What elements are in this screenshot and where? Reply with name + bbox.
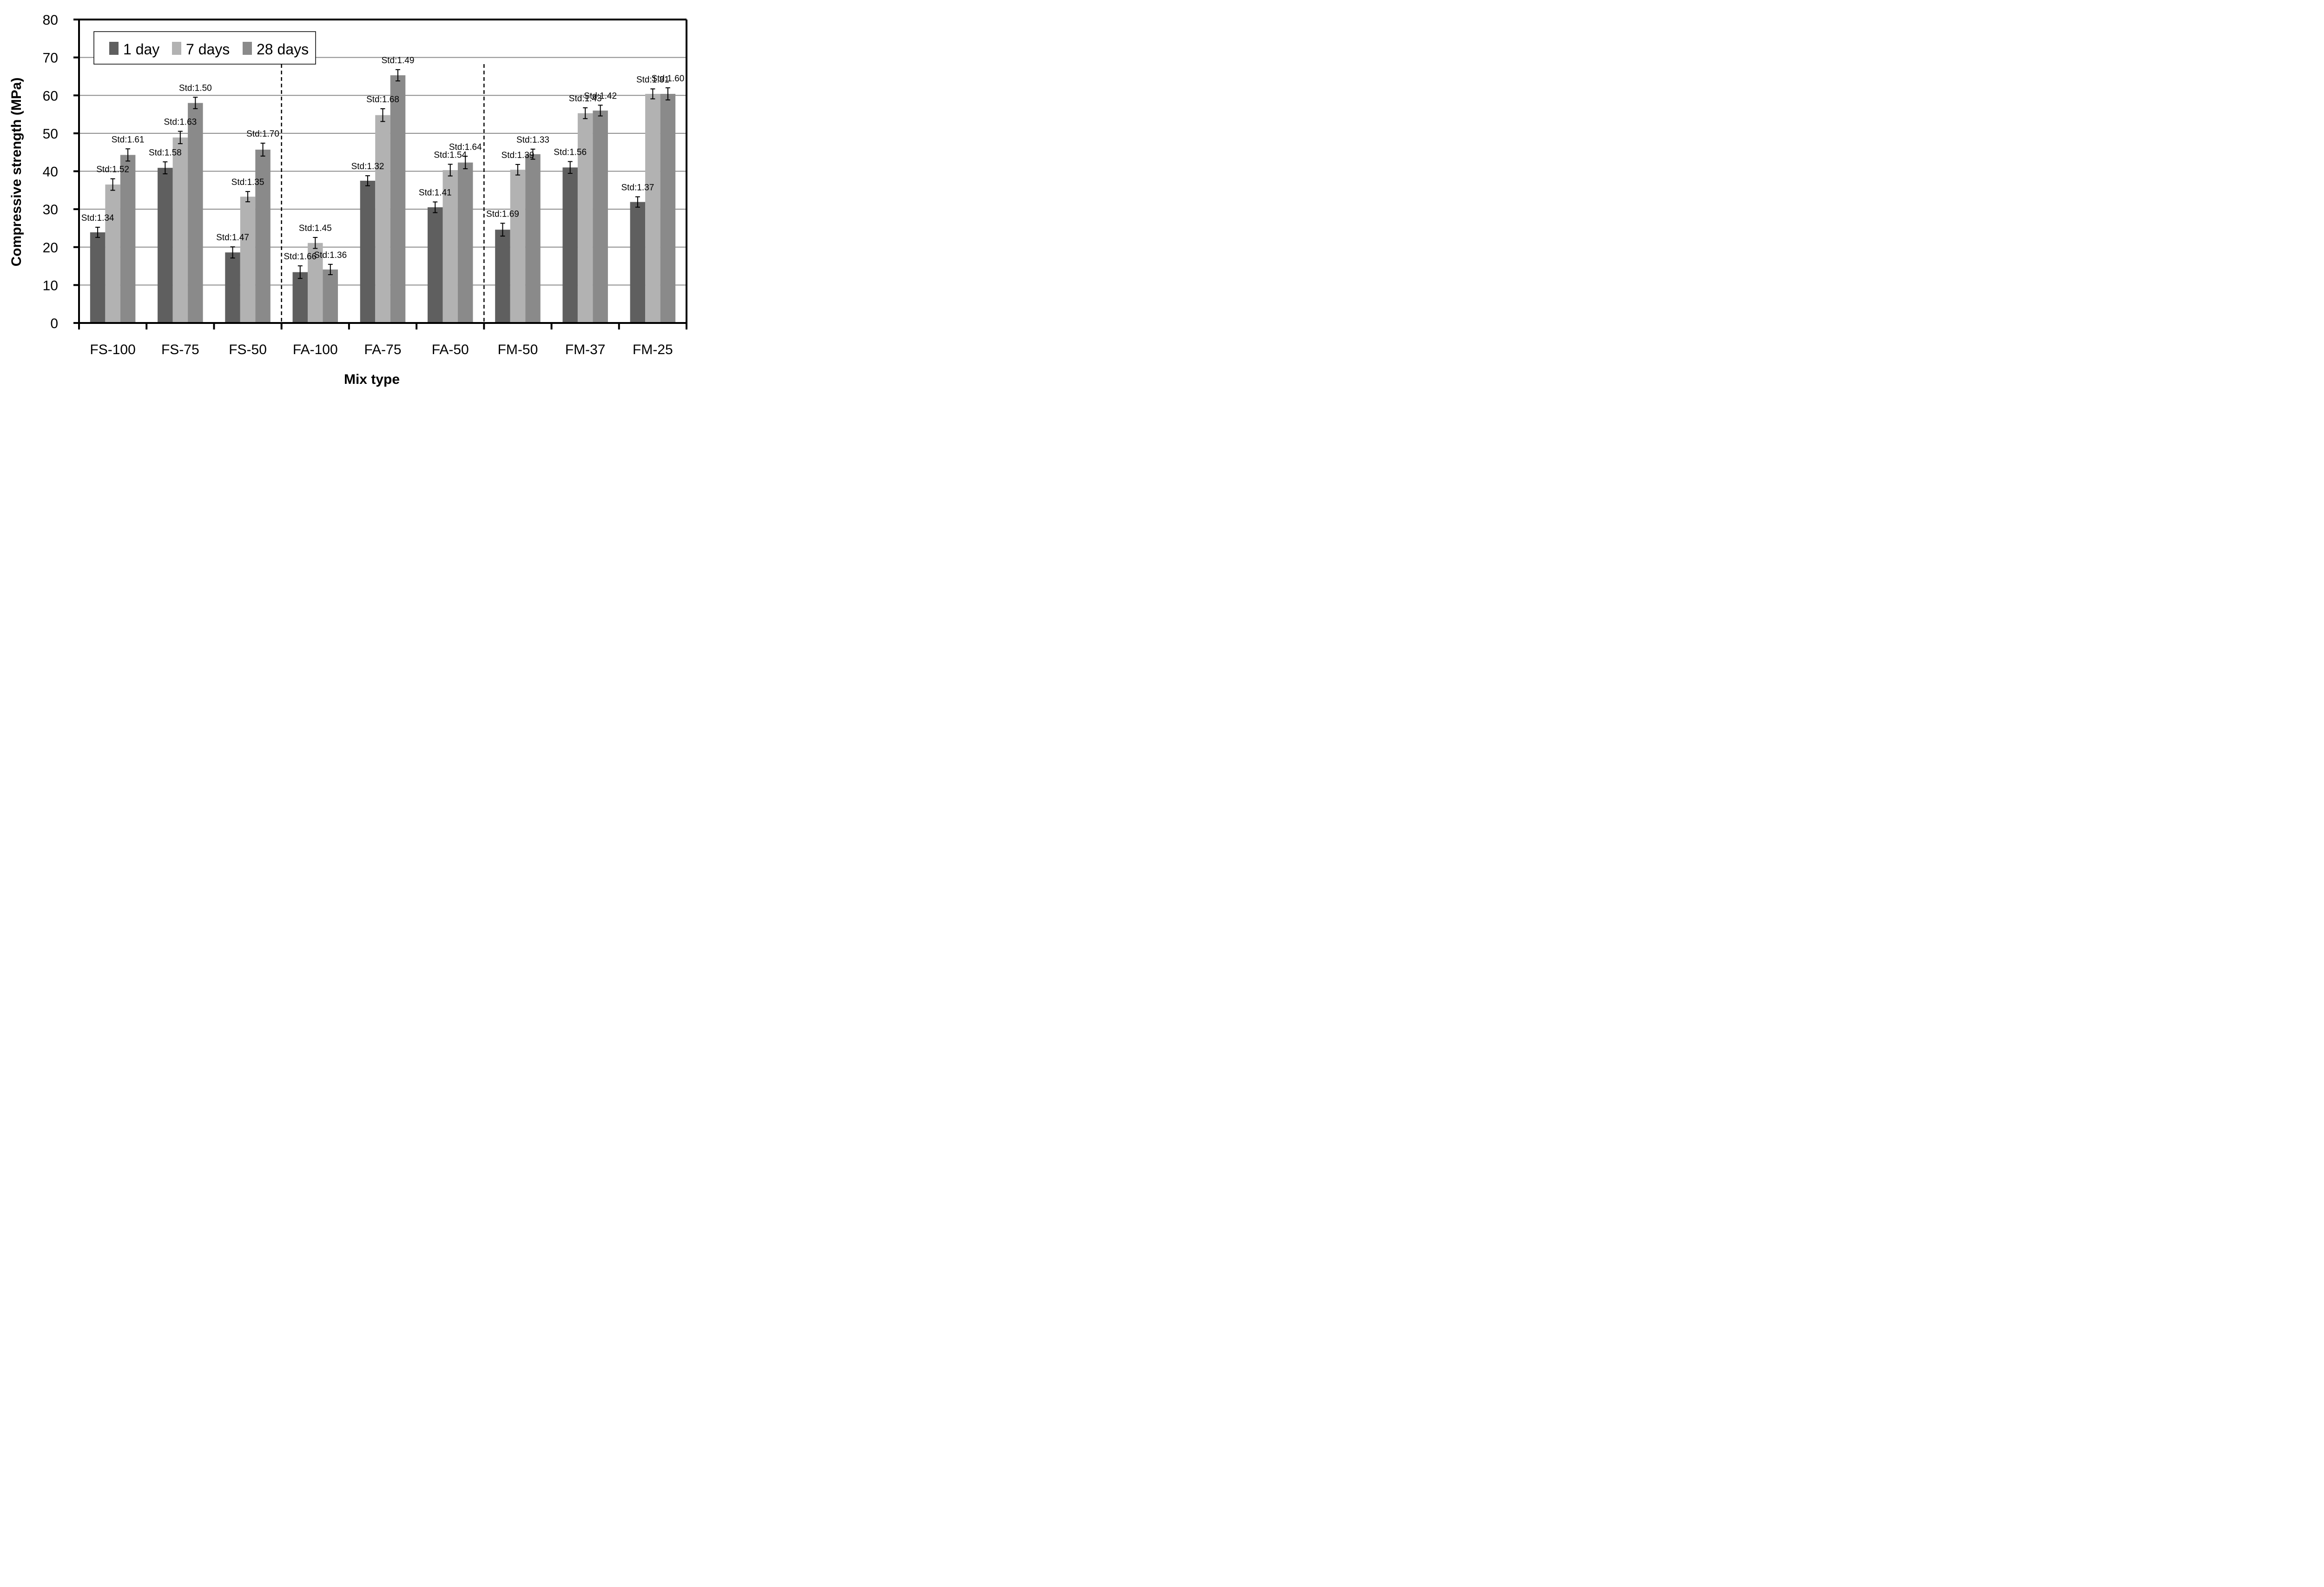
bar	[120, 155, 136, 323]
bar	[457, 162, 473, 323]
bar	[562, 167, 578, 323]
y-tick-label: 40	[43, 165, 58, 180]
bar	[308, 243, 323, 323]
bar	[427, 207, 443, 323]
bar	[188, 103, 203, 323]
y-tick-labels: 0 10 20 30 40 50 60 70 80	[43, 13, 58, 331]
std-label: Std:1.41	[419, 188, 452, 198]
bar	[158, 168, 173, 323]
x-tick-label: FS-50	[229, 342, 267, 357]
std-labels: Std:1.34 Std:1.58 Std:1.47 Std:1.66 Std:1.32…	[81, 56, 685, 262]
std-label: Std:1.43	[569, 94, 602, 104]
bar	[630, 202, 646, 323]
bar	[660, 93, 676, 323]
std-label: Std:1.50	[179, 83, 212, 93]
legend-swatch	[243, 42, 252, 55]
axes	[73, 19, 687, 329]
bar	[255, 149, 271, 323]
y-tick-label: 30	[43, 202, 58, 217]
bar	[593, 110, 608, 323]
std-label: Std:1.45	[299, 224, 332, 233]
error-bars	[95, 69, 670, 279]
std-label: Std:1.70	[246, 129, 279, 139]
std-label: Std:1.66	[284, 252, 317, 262]
bar	[225, 252, 240, 323]
legend: 1 day 7 days 28 days	[93, 31, 316, 65]
std-label: Std:1.58	[149, 148, 182, 158]
y-axis-title: Compressive strength (MPa)	[9, 78, 24, 267]
std-label: Std:1.37	[621, 183, 654, 192]
std-label: Std:1.63	[164, 118, 197, 127]
compressive-strength-chart: Std:1.34 Std:1.58 Std:1.47 Std:1.66 Std:1.32…	[9, 13, 687, 387]
x-tick-label: FA-100	[293, 342, 338, 357]
y-tick-label: 20	[43, 240, 58, 256]
x-axis-title: Mix type	[344, 372, 400, 387]
std-label: Std:1.34	[81, 213, 114, 223]
bar	[525, 154, 541, 323]
std-label: Std:1.54	[434, 150, 467, 160]
x-tick-label: FA-75	[364, 342, 401, 357]
bar	[105, 184, 120, 323]
std-label: Std:1.64	[449, 142, 482, 152]
x-tick-labels: FS-100 FS-75 FS-50 FA-100 FA-75 FA-50 FM-50 FM-…	[90, 342, 673, 357]
bar	[577, 113, 593, 323]
std-label: Std:1.36	[314, 250, 347, 260]
legend-swatch	[109, 42, 119, 55]
y-tick-label: 60	[43, 88, 58, 104]
bar	[375, 115, 390, 323]
x-tick-label: FS-75	[161, 342, 199, 357]
bar	[172, 137, 188, 323]
y-tick-label: 80	[43, 13, 58, 28]
bar	[442, 170, 458, 323]
legend-label: 7 days	[186, 41, 230, 58]
std-label: Std:1.49	[382, 56, 415, 66]
bar	[240, 197, 256, 323]
std-label: Std:1.42	[584, 91, 617, 101]
std-label: Std:1.68	[366, 95, 399, 105]
std-label: Std:1.31	[636, 75, 669, 85]
x-tick-label: FA-50	[432, 342, 469, 357]
std-label: Std:1.69	[486, 209, 519, 219]
legend-swatch	[172, 42, 181, 55]
std-label: Std:1.56	[554, 148, 587, 158]
std-label: Std:1.39	[502, 151, 535, 160]
y-tick-label: 50	[43, 126, 58, 142]
bar	[360, 180, 376, 323]
std-label: Std:1.60	[651, 74, 684, 84]
y-tick-label: 10	[43, 278, 58, 293]
y-tick-label: 0	[50, 316, 58, 331]
bar	[510, 170, 526, 323]
bar	[292, 272, 308, 323]
bar	[495, 230, 510, 323]
y-tick-label: 70	[43, 51, 58, 66]
x-tick-label: FM-50	[498, 342, 538, 357]
group-separators	[281, 64, 485, 323]
std-label: Std:1.33	[516, 135, 549, 145]
std-label: Std:1.32	[351, 162, 384, 171]
bars	[90, 75, 676, 323]
legend-box	[93, 31, 316, 65]
std-label: Std:1.52	[96, 165, 129, 175]
x-tick-label: FM-25	[633, 342, 673, 357]
bar	[323, 269, 338, 323]
std-label: Std:1.35	[231, 178, 264, 187]
x-tick-label: FM-37	[565, 342, 606, 357]
x-tick-label: FS-100	[90, 342, 135, 357]
bar	[90, 232, 106, 323]
legend-label: 28 days	[257, 41, 309, 58]
bar	[645, 93, 660, 323]
bar	[390, 75, 406, 323]
std-label: Std:1.61	[112, 135, 145, 145]
legend-label: 1 day	[123, 41, 159, 58]
std-label: Std:1.47	[216, 233, 249, 243]
